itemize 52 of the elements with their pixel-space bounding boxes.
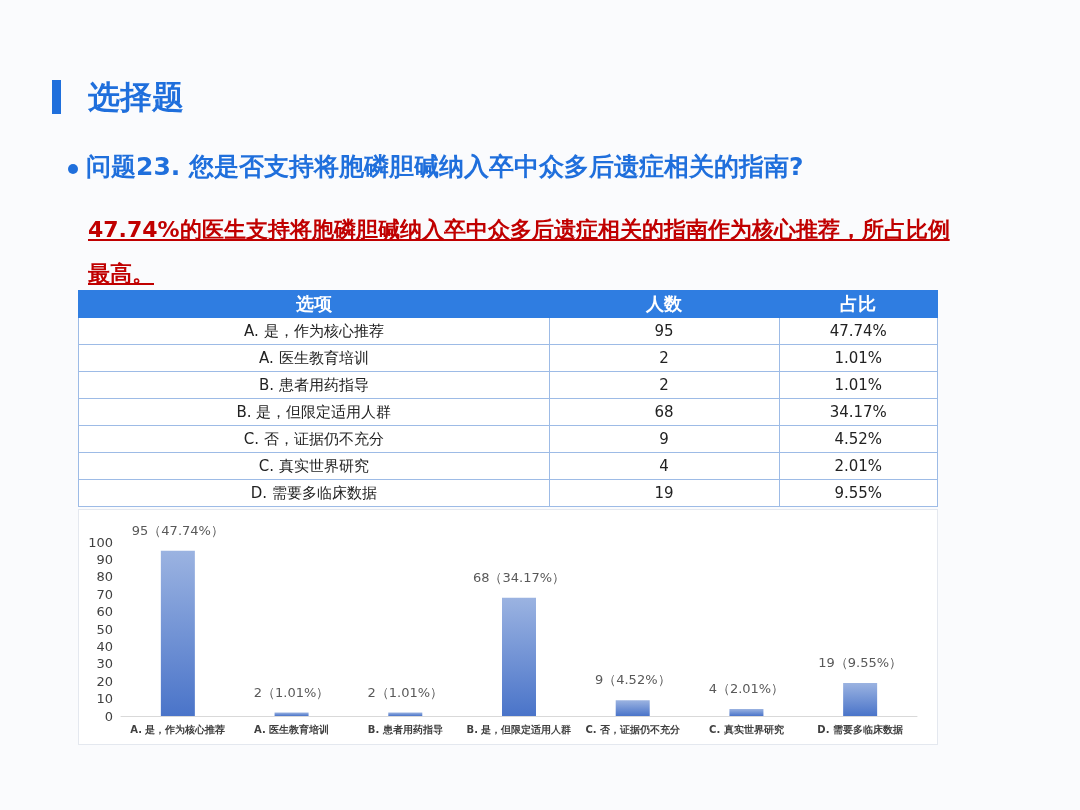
category-label: C. 真实世界研究 bbox=[258, 456, 369, 475]
data-label: 95（47.74%） bbox=[131, 522, 224, 538]
data-label: 2（1.01%） bbox=[367, 684, 444, 700]
x-tick-label: B. 患者用药指导 bbox=[367, 723, 443, 735]
data-label: 68（34.17%） bbox=[472, 569, 566, 585]
text: 1.01% bbox=[779, 371, 938, 399]
x-tick-label: C. 真实世界研究 bbox=[709, 723, 784, 735]
y-tick-label: 30 bbox=[96, 656, 113, 672]
text: 47.74%的医生支持将胞磷胆碱纳入卒中众多后遗症相关的指南作为核心推荐，所占比例最高。 bbox=[88, 217, 950, 286]
text: 68 bbox=[549, 398, 780, 426]
y-tick-label: 90 bbox=[96, 551, 113, 567]
chart-subtitle: 问题23. 您是否支持将胞磷胆碱纳入卒中众多后遗症相关的指南? bbox=[86, 151, 804, 183]
category-label: A. 医生教育培训 bbox=[259, 348, 369, 367]
text: 选项 bbox=[78, 290, 550, 318]
x-tick-label: D. 需要多临床数据 bbox=[817, 723, 903, 735]
text: 34.17% bbox=[779, 398, 938, 426]
category-label: B. 是，但限定适用人群 bbox=[236, 402, 392, 421]
y-tick-label: 50 bbox=[96, 621, 113, 637]
data-label: 19（9.55%） bbox=[818, 654, 903, 670]
y-tick-label: 40 bbox=[96, 638, 113, 654]
text: 2.01% bbox=[779, 452, 938, 480]
text: 19 bbox=[549, 479, 780, 507]
chart-title: 选择题 bbox=[88, 77, 184, 118]
text: 4 bbox=[549, 452, 780, 480]
y-tick-label: 100 bbox=[88, 534, 113, 550]
data-label: 4（2.01%） bbox=[708, 681, 785, 697]
x-tick-label: A. 是，作为核心推荐 bbox=[130, 723, 226, 735]
category-label: D. 需要多临床数据 bbox=[250, 483, 377, 502]
text: 2 bbox=[549, 344, 780, 372]
y-tick-label: 80 bbox=[96, 569, 113, 585]
text: 47.74% bbox=[779, 317, 938, 345]
text: 1.01% bbox=[779, 344, 938, 372]
text: 9 bbox=[549, 425, 780, 453]
x-tick-label: B. 是，但限定适用人群 bbox=[466, 723, 572, 735]
y-tick-label: 70 bbox=[96, 586, 113, 602]
text: 人数 bbox=[549, 290, 780, 318]
y-tick-label: 20 bbox=[96, 673, 113, 689]
x-tick-label: A. 医生教育培训 bbox=[253, 723, 330, 735]
category-label: B. 患者用药指导 bbox=[258, 375, 369, 394]
text: 占比 bbox=[779, 290, 938, 318]
text: 2 bbox=[549, 371, 780, 399]
category-label: C. 否，证据仍不充分 bbox=[243, 429, 384, 448]
text: 95 bbox=[549, 317, 780, 345]
data-label: 2（1.01%） bbox=[253, 684, 330, 700]
y-tick-label: 0 bbox=[104, 708, 113, 724]
y-tick-label: 10 bbox=[96, 691, 113, 707]
text: 9.55% bbox=[779, 479, 938, 507]
x-tick-label: C. 否，证据仍不充分 bbox=[585, 723, 682, 735]
y-tick-label: 60 bbox=[96, 604, 113, 620]
data-label: 9（4.52%） bbox=[594, 672, 671, 688]
category-label: A. 是，作为核心推荐 bbox=[244, 321, 384, 340]
text: 4.52% bbox=[779, 425, 938, 453]
